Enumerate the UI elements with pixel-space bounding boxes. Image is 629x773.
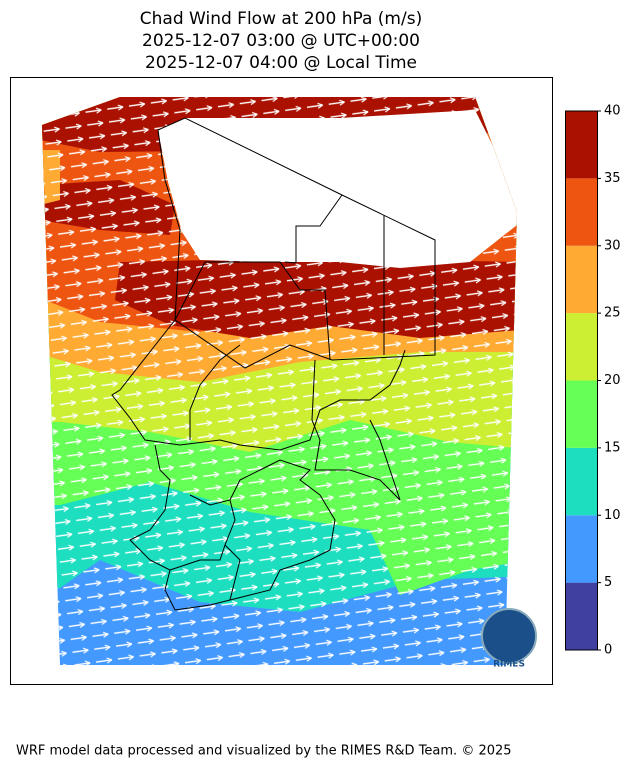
- tick-label: 30: [604, 238, 621, 253]
- tick-label: 10: [604, 508, 621, 523]
- colorbar-segment: [565, 245, 597, 314]
- colorbar-segment: [565, 178, 597, 246]
- tick-label: 35: [604, 171, 621, 186]
- borders: [111, 117, 436, 611]
- tick-label: 20: [604, 373, 621, 388]
- footer: WRF model data processed and visualized …: [16, 744, 512, 759]
- logo: RIMES: [481, 608, 537, 670]
- colorbar-segment: [565, 313, 597, 381]
- tick-label: 0: [604, 643, 612, 658]
- tick-label: 5: [604, 575, 612, 590]
- tick-label: 15: [604, 440, 621, 455]
- colorbar-segment: [565, 515, 597, 583]
- title-line: 2025-12-07 03:00 @ UTC+00:00: [142, 31, 420, 51]
- logo-text: RIMES: [493, 660, 525, 670]
- colorbar-segment: [565, 447, 597, 516]
- colorbar: 0 5 10 15 20 25 30 35 40: [565, 104, 621, 658]
- tick-label: 40: [604, 104, 621, 119]
- colorbar-segment: [565, 380, 597, 448]
- tick-label: 25: [604, 306, 621, 321]
- title-line: 2025-12-07 04:00 @ Local Time: [145, 53, 417, 73]
- colorbar-segment: [565, 111, 597, 179]
- title-line: Chad Wind Flow at 200 hPa (m/s): [140, 9, 422, 29]
- colorbar-segment: [565, 582, 597, 650]
